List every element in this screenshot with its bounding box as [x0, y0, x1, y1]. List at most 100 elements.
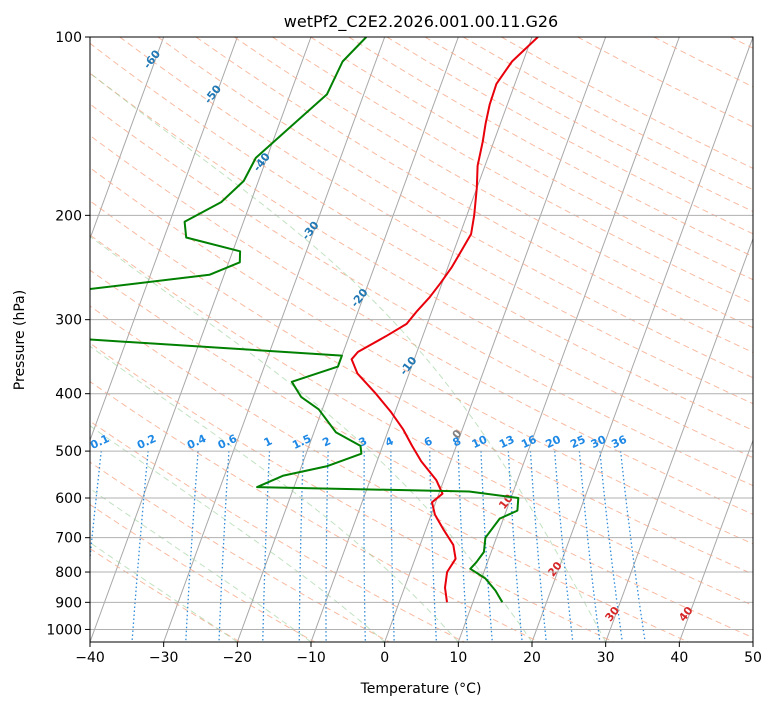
x-tick-label: −10 [296, 650, 326, 666]
dry-adiabat [90, 134, 753, 515]
mixing-ratio-line [578, 451, 601, 642]
moist-adiabat [90, 488, 312, 642]
x-tick-label: −40 [75, 650, 105, 666]
dry-adiabat [233, 37, 753, 329]
x-tick-label: 30 [597, 650, 615, 666]
dry-adiabat [501, 37, 753, 169]
isotherm-label: 40 [676, 604, 696, 624]
y-tick-label: 300 [55, 313, 82, 329]
dry-adiabat [90, 167, 753, 545]
isotherm-label: -30 [299, 219, 322, 243]
mixing-ratio-line [457, 451, 469, 642]
mixing-ratio-line [363, 451, 366, 642]
mixing-ratio-line [507, 451, 523, 642]
dry-adiabat [90, 461, 390, 642]
x-tick-label: 20 [523, 650, 541, 666]
mixing-ratio-label: 1 [262, 434, 274, 449]
dry-adiabat [90, 420, 465, 642]
x-tick-label: −20 [223, 650, 253, 666]
dry-adiabat [90, 381, 540, 642]
isotherm-line [457, 37, 680, 642]
mixing-ratio-line [218, 451, 230, 642]
y-tick-label: 900 [55, 595, 82, 611]
dry-adiabat [653, 37, 753, 88]
dry-adiabat [90, 305, 689, 642]
mixing-ratio-label: 36 [609, 433, 629, 451]
moist-adiabat [90, 72, 607, 642]
y-tick-label: 500 [55, 444, 82, 460]
mixing-ratio-line [298, 451, 304, 642]
mixing-ratio-line [185, 451, 199, 642]
isotherm-line [310, 37, 533, 642]
mixing-ratio-label: 30 [589, 433, 609, 451]
isotherm-line [752, 640, 753, 642]
isotherm-label: -70 [67, 47, 90, 71]
mixing-ratio-label: 6 [422, 434, 435, 449]
y-tick-label: 1000 [46, 622, 82, 638]
moist-adiabat [90, 425, 386, 642]
dry-adiabat [424, 37, 753, 213]
dry-adiabat [119, 37, 753, 405]
isotherm-line [678, 438, 753, 642]
dry-adiabat [90, 234, 753, 607]
mixing-ratio-label: 20 [544, 433, 564, 451]
mixing-ratio-label: 2 [320, 434, 332, 449]
isotherm-line [163, 37, 386, 642]
isotherm-line [384, 37, 607, 642]
moist-adiabat [90, 345, 459, 642]
dry-adiabat [90, 547, 241, 642]
chart-title: wetPf2_C2E2.2026.001.00.11.G26 [284, 12, 558, 32]
x-tick-label: 50 [744, 650, 762, 666]
isotherm-line [90, 37, 312, 642]
mixing-ratio-label: 13 [497, 433, 516, 451]
isotherm-label: -50 [202, 82, 225, 106]
isotherm-label: -80 [0, 47, 16, 71]
mixing-ratio-line [390, 451, 395, 642]
y-tick-label: 200 [55, 208, 82, 224]
dry-adiabat [90, 269, 753, 639]
mixing-ratio-label: 0.4 [185, 432, 208, 452]
isotherm-line [531, 37, 753, 642]
dry-adiabat [577, 37, 753, 128]
mixing-ratio-line [325, 451, 329, 642]
mixing-ratio-line [554, 451, 574, 642]
y-tick-label: 100 [55, 30, 82, 46]
y-tick-label: 700 [55, 531, 82, 547]
dry-adiabat [90, 200, 753, 575]
y-tick-label: 600 [55, 491, 82, 507]
x-tick-label: 10 [449, 650, 467, 666]
dry-adiabat [157, 37, 753, 379]
mixing-ratio-label: 3 [357, 434, 369, 449]
mixing-ratio-line [90, 451, 102, 564]
x-tick-label: 0 [380, 650, 389, 666]
mixing-ratio-line [480, 451, 493, 642]
axis-ticks: −40 −30 −20 −10 0 10 20 30 40 5010020030040050060… [46, 30, 762, 666]
mixing-ratio-label: 25 [568, 433, 587, 451]
mixing-ratio-line [529, 451, 547, 642]
mixing-ratio-label: 16 [519, 433, 539, 451]
plot-area: 0.10.20.40.611.52346810131620253036-100-… [0, 37, 753, 642]
mixing-ratio-label: 10 [470, 433, 490, 451]
x-axis-label: Temperature (°C) [360, 681, 482, 697]
y-tick-label: 400 [55, 387, 82, 403]
isotherm-label: -10 [397, 354, 420, 378]
mixing-ratio-line [619, 451, 646, 642]
mixing-ratio-line [429, 451, 438, 642]
plot-frame [89, 36, 754, 643]
dry-adiabat [348, 37, 753, 258]
mixing-ratio-label: 0.2 [135, 432, 158, 452]
x-tick-label: 40 [670, 650, 688, 666]
isotherm-label: 30 [603, 604, 623, 624]
mixing-ratio-line [131, 451, 149, 642]
dry-adiabat [386, 37, 753, 235]
isotherm-line [605, 237, 753, 642]
y-axis-label: Pressure (hPa) [12, 290, 28, 390]
dry-adiabat [90, 103, 753, 487]
dry-adiabat [90, 503, 315, 642]
isotherm-line [90, 37, 238, 442]
mixing-ratio-line [262, 451, 271, 642]
mixing-ratio-label: 1.5 [290, 432, 313, 452]
x-tick-label: −30 [149, 650, 179, 666]
mixing-ratio-label: 4 [383, 434, 396, 449]
